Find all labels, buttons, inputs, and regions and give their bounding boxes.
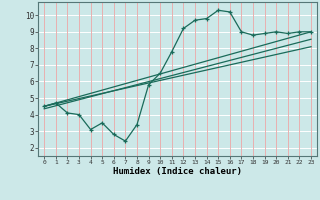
X-axis label: Humidex (Indice chaleur): Humidex (Indice chaleur) xyxy=(113,167,242,176)
